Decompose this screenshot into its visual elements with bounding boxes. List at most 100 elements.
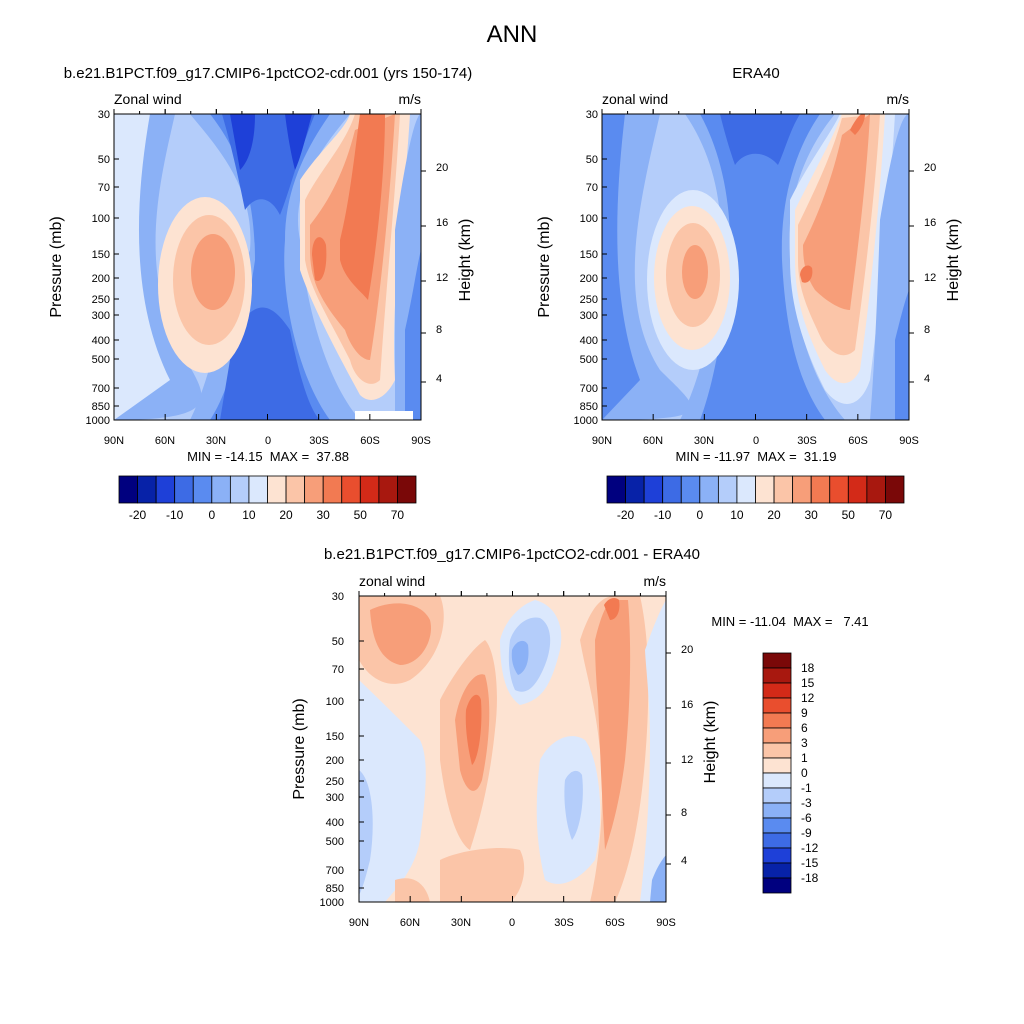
panel-1-tick-marks [113, 109, 426, 421]
svg-text:250: 250 [92, 294, 110, 306]
panel-diff-y-label: Pressure (mb) [291, 698, 308, 799]
svg-text:700: 700 [326, 865, 344, 877]
svg-text:50: 50 [332, 636, 344, 648]
colorbar-label: 15 [801, 676, 815, 690]
svg-text:90S: 90S [656, 917, 676, 929]
colorbar-swatch [866, 475, 886, 504]
svg-text:150: 150 [326, 731, 344, 743]
svg-text:1000: 1000 [86, 415, 110, 427]
svg-text:0: 0 [509, 917, 515, 929]
panel-model-y-label-right: Height (km) [457, 219, 474, 302]
svg-text:1000: 1000 [320, 897, 344, 909]
panel-obs-right-label: m/s [886, 91, 909, 107]
colorbar-label: -10 [654, 508, 672, 522]
colorbar-label: -15 [801, 856, 819, 870]
colorbar-swatch [155, 475, 176, 504]
page-title: ANN [487, 21, 538, 48]
panel-diff-stats: MIN = -11.04 MAX = 7.41 [711, 614, 868, 629]
panel-diff: b.e21.B1PCT.f09_g17.CMIP6-1pctCO2-cdr.00… [291, 546, 869, 929]
colorbar-label: -9 [801, 826, 812, 840]
panel-obs-colorbar: -20 -10 0 10 20 30 50 70 [606, 475, 905, 522]
panel-obs-x-ticks: 90N 60N 30N 0 30S 60S 90S [592, 435, 919, 447]
svg-text:20: 20 [681, 644, 693, 656]
svg-text:100: 100 [580, 213, 598, 225]
colorbar-swatch [762, 757, 792, 774]
svg-text:500: 500 [580, 354, 598, 366]
colorbar-label: 9 [801, 706, 808, 720]
colorbar-label: -18 [801, 871, 819, 885]
colorbar-swatch [762, 682, 792, 699]
svg-text:12: 12 [681, 754, 693, 766]
colorbar-label: 6 [801, 721, 808, 735]
colorbar-swatch [829, 475, 849, 504]
colorbar-swatch [762, 862, 792, 879]
colorbar-swatch [267, 475, 287, 504]
colorbar-label: 1 [801, 751, 808, 765]
colorbar-swatch [304, 475, 324, 504]
svg-text:150: 150 [92, 249, 110, 261]
panel-obs-y-label-right: Height (km) [945, 219, 962, 302]
panel-model: b.e21.B1PCT.f09_g17.CMIP6-1pctCO2-cdr.00… [48, 65, 474, 522]
svg-text:8: 8 [681, 807, 687, 819]
svg-text:500: 500 [92, 354, 110, 366]
colorbar-swatch [322, 475, 343, 504]
panel-model-stats: MIN = -14.15 MAX = 37.88 [187, 449, 349, 464]
panel-diff-title: b.e21.B1PCT.f09_g17.CMIP6-1pctCO2-cdr.00… [324, 546, 700, 563]
colorbar-swatch [792, 475, 812, 504]
colorbar-swatch [606, 475, 626, 504]
colorbar-label: 10 [730, 508, 744, 522]
colorbar-swatch [810, 475, 831, 504]
svg-text:70: 70 [98, 182, 110, 194]
panel-obs-y-label: Pressure (mb) [536, 216, 553, 317]
colorbar-swatch [762, 727, 792, 744]
colorbar-label: 30 [317, 508, 331, 522]
panel-model-field [114, 114, 421, 420]
colorbar-swatch [285, 475, 306, 504]
colorbar-label: 20 [767, 508, 781, 522]
svg-text:4: 4 [924, 373, 930, 385]
svg-text:100: 100 [326, 696, 344, 708]
svg-text:16: 16 [681, 699, 693, 711]
colorbar-swatch [699, 475, 719, 504]
svg-text:50: 50 [586, 154, 598, 166]
colorbar-swatch [211, 475, 231, 504]
panel-diff-y-right-ticks: 20 16 12 8 4 [681, 644, 693, 867]
svg-text:90N: 90N [592, 435, 612, 447]
colorbar-label: 0 [801, 766, 808, 780]
panel-diff-y-label-right: Height (km) [702, 701, 719, 784]
colorbar-label: -1 [801, 781, 812, 795]
svg-text:30N: 30N [206, 435, 226, 447]
svg-text:12: 12 [436, 272, 448, 284]
colorbar-swatch [762, 802, 792, 819]
colorbar-label: 0 [696, 508, 703, 522]
svg-text:0: 0 [265, 435, 271, 447]
colorbar-label: -20 [129, 508, 147, 522]
colorbar-label: 30 [805, 508, 819, 522]
svg-text:60S: 60S [360, 435, 380, 447]
colorbar-swatch [643, 475, 664, 504]
svg-text:4: 4 [436, 373, 442, 385]
svg-text:8: 8 [924, 324, 930, 336]
colorbar-label: -12 [801, 841, 819, 855]
svg-text:4: 4 [681, 855, 687, 867]
colorbar-swatch [762, 877, 792, 894]
svg-text:150: 150 [580, 249, 598, 261]
panel-model-x-ticks: 90N 60N 30N 0 30S 60S 90S [104, 435, 431, 447]
colorbar-swatch [762, 817, 792, 834]
svg-text:400: 400 [580, 335, 598, 347]
panel-model-colorbar: -20 -10 0 10 20 30 50 70 [118, 475, 417, 522]
svg-text:30N: 30N [451, 917, 471, 929]
colorbar-label: 70 [391, 508, 405, 522]
colorbar-swatch [762, 787, 792, 804]
svg-text:0: 0 [753, 435, 759, 447]
svg-text:8: 8 [436, 324, 442, 336]
svg-text:30S: 30S [309, 435, 329, 447]
panel-obs-y-right-ticks: 20 16 12 8 4 [924, 162, 936, 385]
svg-text:30S: 30S [797, 435, 817, 447]
svg-text:200: 200 [326, 755, 344, 767]
svg-text:250: 250 [326, 776, 344, 788]
panel-diff-left-label: zonal wind [359, 573, 425, 589]
svg-text:20: 20 [924, 162, 936, 174]
panel-2-tick-marks [601, 109, 914, 421]
